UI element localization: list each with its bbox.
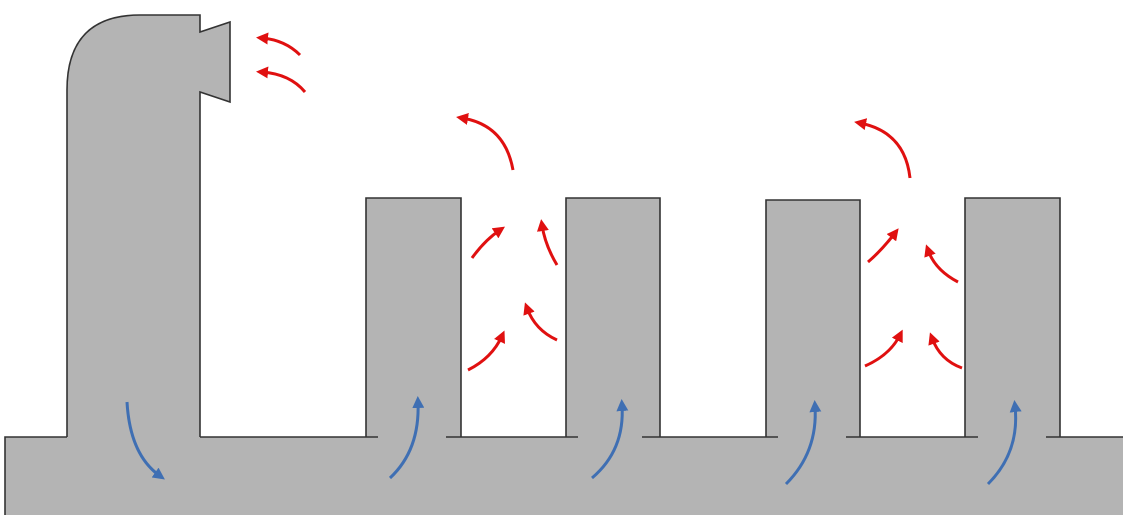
blue-arrow [591, 399, 629, 480]
blue-arrow [784, 400, 822, 486]
red-arrow [467, 330, 505, 372]
exhaust-arrows [256, 32, 963, 372]
pillar [366, 198, 461, 440]
red-arrow [867, 228, 899, 264]
chimney [67, 15, 230, 440]
red-arrow [854, 118, 912, 179]
intake-arrows [125, 396, 1022, 486]
outline [4, 14, 1123, 515]
structure [4, 14, 1123, 515]
red-arrow [470, 226, 505, 259]
blue-arrow [986, 400, 1022, 486]
pillar-outline [765, 199, 861, 437]
red-arrow [523, 302, 558, 342]
red-arrow [864, 329, 903, 368]
pillar [566, 198, 660, 440]
base-duct [5, 437, 1123, 515]
pillar-outline [365, 197, 462, 437]
red-arrow [256, 32, 302, 57]
red-arrow [924, 244, 959, 284]
red-arrow [256, 66, 307, 93]
pillar-outline [964, 197, 1061, 437]
pillar [965, 198, 1060, 440]
blue-arrow [388, 396, 425, 480]
pillar-outline [565, 197, 661, 437]
red-arrow [928, 332, 963, 370]
pillar [766, 200, 860, 440]
blue-arrow [125, 401, 165, 480]
red-arrow [456, 113, 515, 171]
red-arrow [536, 219, 559, 266]
